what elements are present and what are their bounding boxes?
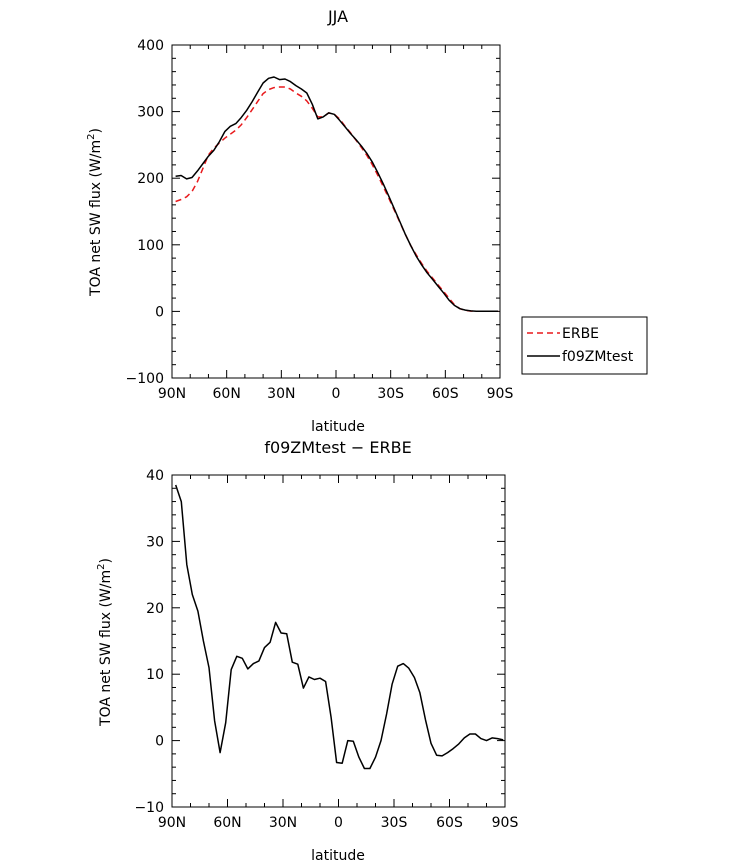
bottom-chart-series [174,484,504,770]
bottom-ylabel-end: ) [98,558,114,563]
legend-label-erbe: ERBE [562,326,599,342]
top-ylabel-end: ) [88,128,104,133]
bottom-xtick-label: 60N [213,815,241,831]
top-xtick-label: 90S [487,386,514,402]
bottom-ytick-label: −10 [134,800,164,816]
top-ylabel-main: TOA net SW flux (W/m [88,140,104,297]
top-ylabel-sup: 2 [86,134,97,140]
top-xtick-label: 30N [267,386,295,402]
bottom-xtick-label: 90S [492,815,519,831]
bottom-series-line-0 [174,484,504,770]
top-xtick-label: 90N [158,386,186,402]
top-ytick-label: 300 [137,105,164,121]
bottom-xtick-label: 60S [436,815,463,831]
bottom-chart-frame [171,474,506,808]
bottom-ytick-label: 30 [146,534,164,550]
bottom-ytick-label: 10 [146,667,164,683]
top-ytick-label: 200 [137,171,164,187]
bottom-xtick-label: 30N [269,815,297,831]
legend-box [521,316,648,375]
top-chart-panel: JJA 90N 60N 30N 0 30S 60S 90S −100 0 100 200 300 400… [86,7,648,435]
top-xtick-label: 30S [377,386,404,402]
top-chart-ticks: 90N 60N 30N 0 30S 60S 90S −100 0 100 200 300 400 [126,38,514,402]
bottom-chart-panel: f09ZMtest − ERBE 90N 60N 30N 0 30S 60S 90S −10 0… [96,438,518,864]
bottom-ytick-label: 20 [146,601,164,617]
top-chart-title: JJA [327,7,348,26]
top-ytick-label: 400 [137,38,164,54]
bottom-chart-ylabel: TOA net SW flux (W/m2) [96,558,114,727]
top-xtick-label: 60N [213,386,241,402]
bottom-ytick-label: 40 [146,468,164,484]
top-xtick-label: 60S [432,386,459,402]
top-series-line-f09zmtest [175,76,499,313]
bottom-xtick-label: 90N [158,815,186,831]
bottom-ylabel-sup: 2 [96,564,107,570]
bottom-xtick-label: 30S [381,815,408,831]
legend: ERBE f09ZMtest [521,316,648,375]
bottom-chart-xlabel: latitude [311,848,365,864]
top-series-line-erbe [175,86,499,313]
bottom-ytick-label: 0 [155,734,164,750]
bottom-chart-title: f09ZMtest − ERBE [264,438,411,457]
top-ytick-label: 0 [155,304,164,320]
top-ytick-label: 100 [137,238,164,254]
top-chart-xlabel: latitude [311,419,365,435]
top-chart-ylabel: TOA net SW flux (W/m2) [86,128,104,297]
bottom-xtick-label: 0 [334,815,343,831]
top-chart-frame [171,44,501,379]
bottom-ylabel-main: TOA net SW flux (W/m [98,570,114,727]
top-chart-series [175,76,499,313]
legend-label-f09zmtest: f09ZMtest [562,349,634,365]
top-ytick-label: −100 [126,371,164,387]
bottom-chart-ticks: 90N 60N 30N 0 30S 60S 90S −10 0 10 20 30 40 [134,468,518,831]
top-xtick-label: 0 [332,386,341,402]
